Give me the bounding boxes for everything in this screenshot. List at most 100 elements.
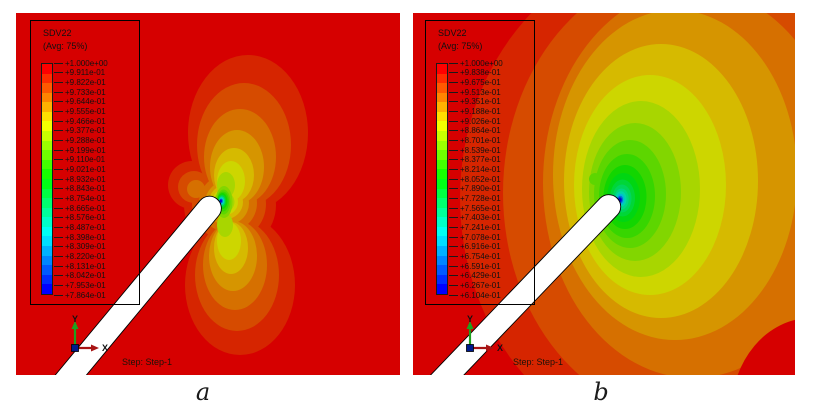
legend-tick	[449, 255, 458, 257]
legend-tick	[449, 72, 458, 74]
legend-color-band	[437, 73, 447, 84]
legend-tick	[449, 178, 458, 180]
legend-value: +9.911e-01	[65, 68, 106, 78]
legend-color-band	[437, 188, 447, 199]
legend-tick	[54, 188, 63, 190]
legend-tick	[54, 246, 63, 248]
legend-value: +7.078e-01	[460, 232, 501, 242]
legend-color-band	[437, 207, 447, 218]
legend-tick	[449, 81, 458, 83]
legend-tick	[449, 168, 458, 170]
legend-color-band	[42, 102, 52, 112]
contour-bands	[168, 55, 308, 355]
legend-tick	[54, 265, 63, 267]
legend-value: +9.110e-01	[65, 155, 106, 165]
legend-color-scale	[41, 63, 53, 295]
legend-color-scale	[436, 63, 448, 295]
x-axis-label: X	[497, 343, 503, 353]
legend-tick	[54, 275, 63, 277]
legend-value: +8.932e-01	[65, 174, 106, 184]
legend-value: +9.026e-01	[460, 116, 501, 126]
legend-value: +9.513e-01	[460, 87, 501, 97]
legend-tick	[449, 275, 458, 277]
legend-color-band	[437, 245, 447, 256]
legend-tick	[54, 226, 63, 228]
legend-value: +6.104e-01	[460, 290, 501, 300]
legend-color-band	[437, 178, 447, 189]
legend-color-band	[42, 111, 52, 122]
legend-color-band	[437, 284, 447, 294]
legend-tick	[54, 81, 63, 83]
legend-value: +8.398e-01	[65, 232, 106, 242]
legend-color-band	[437, 64, 447, 74]
legend-value: +1.000e+00	[460, 58, 503, 68]
legend-tick	[449, 62, 458, 64]
legend-tick	[54, 120, 63, 122]
legend-tick	[54, 139, 63, 141]
legend-tick	[54, 91, 63, 93]
y-axis-label: Y	[72, 314, 78, 324]
contour-legend-b: SDV22 (Avg: 75%) +1.000e+00 +9.838e-01 +9.…	[425, 20, 535, 305]
legend-color-band	[42, 83, 52, 93]
legend-color-band	[437, 274, 447, 285]
legend-color-band	[437, 131, 447, 141]
legend-title: SDV22	[438, 28, 467, 38]
status-text-a: Step: Step-1 Increment 18: Step Time = 1…	[122, 334, 268, 375]
legend-tick	[449, 207, 458, 209]
legend-value: +9.675e-01	[460, 77, 501, 87]
axis-triad: YX	[466, 314, 503, 353]
contour-band-0	[737, 319, 795, 375]
legend-tick	[54, 149, 63, 151]
legend-tick	[449, 284, 458, 286]
legend-value: +8.214e-01	[460, 164, 501, 174]
legend-value: +8.220e-01	[65, 251, 106, 261]
legend-color-band	[42, 274, 52, 285]
legend-value: +6.429e-01	[460, 271, 501, 281]
legend-tick	[449, 217, 458, 219]
x-axis-label: X	[102, 343, 108, 353]
legend-tick	[54, 72, 63, 74]
legend-tick	[449, 120, 458, 122]
legend-value: +8.864e-01	[460, 126, 501, 136]
legend-color-band	[437, 236, 447, 246]
caption-b: b	[593, 378, 609, 406]
contour-field-b: YX	[413, 13, 795, 375]
legend-color-band	[42, 245, 52, 256]
legend-tick	[449, 130, 458, 132]
legend-value: +9.822e-01	[65, 77, 106, 87]
legend-value: +9.555e-01	[65, 106, 106, 116]
legend-tick	[54, 197, 63, 199]
legend-value: +1.000e+00	[65, 58, 108, 68]
legend-color-band	[42, 131, 52, 141]
caption-a: a	[195, 378, 211, 406]
legend-subtitle: (Avg: 75%)	[438, 41, 483, 51]
status-step: Step: Step-1	[513, 357, 564, 367]
legend-tick	[449, 226, 458, 228]
legend-tick	[54, 207, 63, 209]
legend-value: +8.309e-01	[65, 242, 106, 252]
legend-tick	[54, 236, 63, 238]
legend-value: +8.487e-01	[65, 222, 106, 232]
legend-color-band	[42, 169, 52, 179]
legend-color-band	[42, 284, 52, 294]
legend-tick	[54, 101, 63, 103]
legend-tick	[54, 62, 63, 64]
legend-color-band	[42, 207, 52, 218]
y-axis-label: Y	[467, 314, 473, 324]
legend-tick	[449, 110, 458, 112]
legend-color-band	[437, 102, 447, 112]
legend-value: +6.754e-01	[460, 251, 501, 261]
legend-color-band	[437, 121, 447, 132]
legend-value: +8.843e-01	[65, 184, 106, 194]
legend-value: +8.576e-01	[65, 213, 106, 223]
legend-value: +7.864e-01	[65, 290, 106, 300]
legend-value: +8.539e-01	[460, 145, 501, 155]
legend-color-band	[42, 188, 52, 199]
legend-tick	[54, 159, 63, 161]
legend-tick	[54, 284, 63, 286]
legend-value: +6.916e-01	[460, 242, 501, 252]
legend-value: +8.665e-01	[65, 203, 106, 213]
